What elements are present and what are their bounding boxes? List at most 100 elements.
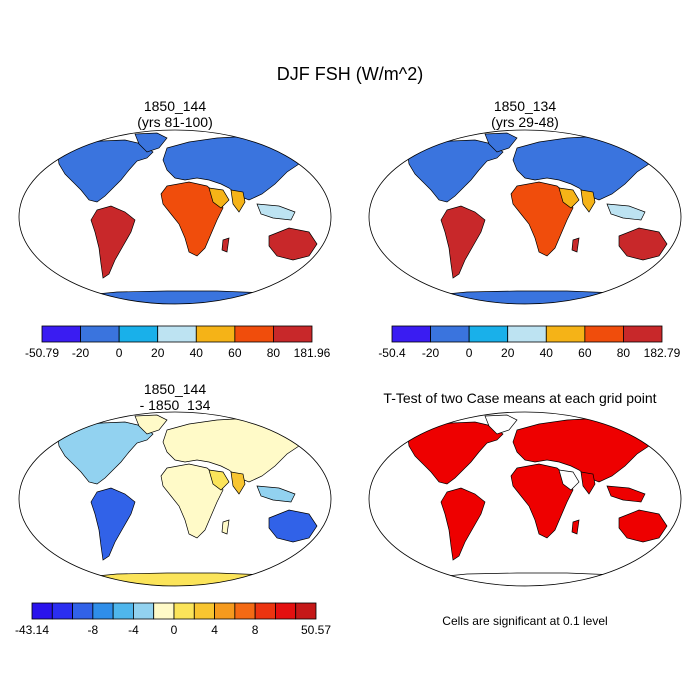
australia-landmass (268, 227, 318, 261)
colorbar-swatch (173, 602, 195, 620)
map-frame (18, 411, 332, 587)
antarctica-landmass (426, 290, 644, 304)
panel-title-top-left: 1850_144 (yrs 81-100) (75, 98, 275, 130)
significance-note: Cells are significant at 0.1 level (442, 614, 608, 628)
colorbar-swatch (118, 325, 159, 343)
seasia-landmass (606, 203, 646, 221)
colorbar-tick-label: 50.57 (301, 623, 331, 637)
colorbar-swatch (273, 325, 313, 343)
colorbar-tick-label: 8 (252, 623, 259, 637)
panel-title-bottom-left: 1850_144 - 1850_134 (75, 381, 275, 413)
panel-title-line2: (yrs 81-100) (137, 114, 213, 130)
colorbar-swatch (31, 602, 53, 620)
arabia-landmass (558, 469, 580, 491)
madagascar-landmass (571, 237, 580, 253)
australia-landmass (618, 227, 668, 261)
colorbar-tick-label: -50.79 (25, 346, 59, 360)
colorbar-swatch (468, 325, 509, 343)
india-landmass (230, 471, 246, 495)
namerica-landmass (406, 139, 504, 203)
colorbar-tick-label: 80 (617, 346, 631, 360)
colorbar-swatch (584, 325, 624, 343)
australia-landmass (268, 509, 318, 543)
seasia-landmass (606, 485, 646, 503)
colorbar-swatch (623, 325, 663, 343)
colorbar-tick-label: -43.14 (15, 623, 49, 637)
panel-title-line1: T-Test of two Case means at each grid po… (383, 390, 657, 406)
colorbar-tick-label: -20 (422, 346, 440, 360)
map-frame (368, 129, 682, 305)
panel-title-bottom-right: T-Test of two Case means at each grid po… (340, 390, 700, 406)
colorbar-swatch (254, 602, 276, 620)
map-frame (368, 411, 682, 587)
colorbar-swatch (80, 325, 120, 343)
colorbar-tick-label: 40 (190, 346, 204, 360)
main-title: DJF FSH (W/m^2) (276, 64, 424, 84)
colorbar-bottom-left: -43.14 -8 -4 0 4 8 50.57 (15, 602, 331, 637)
colorbar-swatch (195, 325, 236, 343)
colorbar-top-right: -50.4 -20 0 20 40 60 80 182.79 (378, 325, 681, 360)
colorbar-swatch (234, 325, 274, 343)
colorbar-tick-label: 20 (501, 346, 515, 360)
colorbar-swatch (72, 602, 94, 620)
map-bottom-right (368, 411, 682, 587)
namerica-landmass (56, 421, 154, 485)
colorbar-swatch (51, 602, 73, 620)
colorbar-swatch (193, 602, 215, 620)
panel-title-line2: (yrs 29-48) (491, 114, 559, 130)
antarctica-landmass (76, 290, 294, 304)
greenland-landmass (134, 132, 168, 153)
panel-title-top-right: 1850_134 (yrs 29-48) (425, 98, 625, 130)
greenland-landmass (484, 132, 518, 153)
colorbar-tick-label: 0 (171, 623, 178, 637)
namerica-landmass (406, 421, 504, 485)
madagascar-landmass (571, 519, 580, 535)
namerica-landmass (56, 139, 154, 203)
colorbar-top-left: -50.79 -20 0 20 40 60 80 181.96 (25, 325, 331, 360)
colorbar-swatch (133, 602, 155, 620)
colorbar-swatch (430, 325, 470, 343)
madagascar-landmass (221, 519, 230, 535)
colorbar-tick-label: 0 (116, 346, 123, 360)
panel-title-line1: 1850_144 (143, 98, 207, 114)
colorbar-tick-label: 60 (578, 346, 592, 360)
colorbar-tick-label: 40 (540, 346, 554, 360)
seasia-landmass (256, 485, 296, 503)
panel-title-line2: - 1850_134 (139, 397, 211, 413)
colorbar-swatch (157, 325, 197, 343)
antarctica-landmass (426, 572, 644, 586)
seasia-landmass (256, 203, 296, 221)
samerica-landmass (440, 205, 486, 279)
colorbar-swatch (153, 602, 175, 620)
arabia-landmass (208, 469, 230, 491)
antarctica-landmass (76, 572, 294, 586)
india-landmass (580, 189, 596, 213)
colorbar-tick-label: 60 (228, 346, 242, 360)
colorbar-tick-label: 0 (466, 346, 473, 360)
colorbar-swatch (275, 602, 297, 620)
colorbar-tick-label: 181.96 (294, 346, 331, 360)
map-top-left (18, 129, 332, 305)
colorbar-tick-label: 20 (151, 346, 165, 360)
map-bottom-left (18, 411, 332, 587)
arabia-landmass (208, 187, 230, 209)
panel-title-line1: 1850_134 (493, 98, 557, 114)
colorbar-tick-label: -8 (88, 623, 99, 637)
colorbar-swatch (507, 325, 547, 343)
greenland-landmass (484, 414, 518, 435)
samerica-landmass (90, 205, 136, 279)
madagascar-landmass (221, 237, 230, 253)
colorbar-swatch (214, 602, 236, 620)
colorbar-tick-label: -20 (72, 346, 90, 360)
samerica-landmass (90, 487, 136, 561)
map-top-right (368, 129, 682, 305)
colorbar-swatch (41, 325, 81, 343)
colorbar-swatch (92, 602, 114, 620)
arabia-landmass (558, 187, 580, 209)
colorbar-tick-label: -50.4 (378, 346, 406, 360)
colorbar-tick-label: -4 (128, 623, 139, 637)
greenland-landmass (134, 414, 168, 435)
colorbar-tick-label: 4 (211, 623, 218, 637)
colorbar-swatch (295, 602, 317, 620)
colorbar-tick-label: 182.79 (644, 346, 681, 360)
